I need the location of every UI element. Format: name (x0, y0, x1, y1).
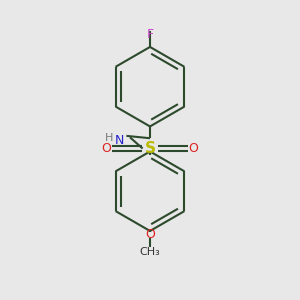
Text: O: O (145, 228, 155, 241)
Text: F: F (146, 28, 154, 41)
Text: O: O (189, 142, 199, 155)
Text: H: H (105, 133, 113, 143)
Text: N: N (114, 134, 124, 147)
Text: S: S (145, 141, 155, 156)
Text: O: O (101, 142, 111, 155)
Text: CH₃: CH₃ (140, 247, 160, 256)
